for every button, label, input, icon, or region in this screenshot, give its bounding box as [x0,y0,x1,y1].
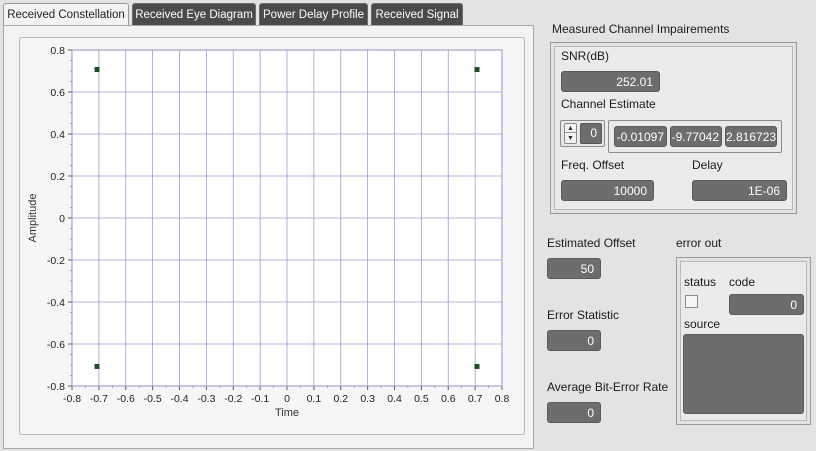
spin-down-icon[interactable]: ▼ [567,135,574,142]
freq-offset-label: Freq. Offset [561,158,625,172]
x-tick-label: 0.3 [360,393,375,405]
code-label: code [729,275,756,289]
y-tick-label: 0.4 [50,129,65,141]
x-axis-label: Time [275,407,299,419]
x-tick-label: 0.6 [441,393,456,405]
code-value: 0 [729,294,804,315]
x-tick-label: -0.4 [170,393,188,405]
snr-label: SNR(dB) [561,49,610,63]
x-tick-label: 0 [284,393,290,405]
index-spinner[interactable]: ▲ ▼ [564,123,577,144]
constellation-graph: -0.8 -0.7 -0.6 -0.5 -0.4 -0.3 -0.2 -0.1 0 0.1 0.2 0… [19,37,525,435]
channel-estimate-value-2: 2.816723 [725,126,777,147]
x-tick-label: -0.6 [117,393,135,405]
average-ber-label: Average Bit-Error Rate [547,380,669,394]
y-tick-label: -0.8 [47,381,65,393]
tab-received-eye-diagram[interactable]: Received Eye Diagram [132,3,256,25]
y-tick-label: -0.2 [47,255,65,267]
y-tick-label: 0.6 [50,87,65,99]
x-tick-label: -0.2 [224,393,242,405]
estimated-offset-value: 50 [547,258,601,279]
estimated-offset-label: Estimated Offset [547,236,636,250]
y-tick-label: -0.6 [47,339,65,351]
x-tick-label: -0.3 [197,393,215,405]
error-statistic-label: Error Statistic [547,308,620,322]
constellation-point [94,363,100,369]
y-tick-label: 0 [59,213,65,225]
freq-offset-value: 10000 [561,180,654,201]
y-tick-label: 0.2 [50,171,65,183]
x-tick-label: 0.4 [387,393,402,405]
x-tick-label: -0.1 [251,393,269,405]
tab-received-constellation[interactable]: Received Constellation [3,3,129,26]
channel-estimate-index[interactable]: 0 [580,123,602,144]
channel-estimate-label: Channel Estimate [561,97,656,111]
delay-label: Delay [692,158,723,172]
average-ber-value: 0 [547,402,601,423]
constellation-point [474,363,480,369]
x-tick-label: 0.2 [333,393,348,405]
constellation-point [94,67,100,73]
source-value [683,334,804,414]
x-tick-label: 0.8 [495,393,510,405]
constellation-plot[interactable]: -0.8 -0.7 -0.6 -0.5 -0.4 -0.3 -0.2 -0.1 0 0.1 0.2 0… [20,38,526,436]
y-axis-label: Amplitude [27,194,39,243]
spin-up-icon[interactable]: ▲ [565,124,576,133]
tab-power-delay-profile[interactable]: Power Delay Profile [259,3,368,25]
channel-estimate-value-1: -9.77042 [670,126,722,147]
status-checkbox[interactable] [685,295,698,308]
y-tick-label: 0.8 [50,45,65,57]
snr-value: 252.01 [561,71,660,92]
x-tick-label: 0.1 [307,393,322,405]
status-label: status [684,275,717,289]
x-tick-label: 0.5 [414,393,429,405]
x-tick-label: -0.7 [90,393,108,405]
x-tick-label: -0.8 [63,393,81,405]
tab-received-signal[interactable]: Received Signal [371,3,463,25]
source-label: source [684,317,721,331]
channel-estimate-value-0: -0.01097 [614,126,667,147]
x-tick-label: -0.5 [144,393,162,405]
delay-value: 1E-06 [692,180,787,201]
error-statistic-value: 0 [547,330,601,351]
impairments-title: Measured Channel Impairements [552,22,730,36]
y-tick-label: -0.4 [47,297,65,309]
x-tick-label: 0.7 [468,393,483,405]
error-out-title: error out [676,236,722,250]
constellation-point [474,67,480,73]
